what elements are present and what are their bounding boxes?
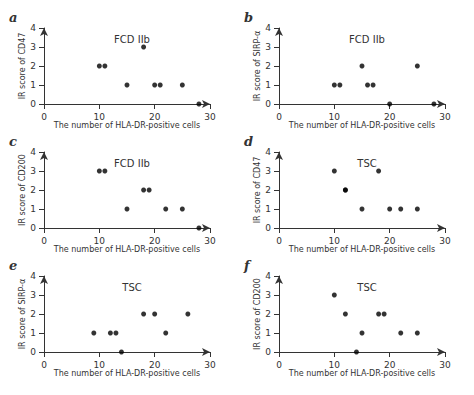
svg-text:3: 3 <box>30 290 36 300</box>
svg-text:0: 0 <box>265 347 271 357</box>
svg-text:0: 0 <box>30 347 36 357</box>
svg-text:30: 30 <box>204 112 216 122</box>
svg-text:The number of HLA-DR-positive: The number of HLA-DR-positive cells <box>53 245 200 254</box>
svg-text:10: 10 <box>94 112 106 122</box>
svg-text:0: 0 <box>41 112 47 122</box>
svg-text:0: 0 <box>276 236 282 246</box>
svg-text:3: 3 <box>265 166 271 176</box>
svg-text:20: 20 <box>384 360 396 370</box>
svg-text:2: 2 <box>265 309 271 319</box>
svg-text:d: d <box>244 134 253 149</box>
svg-text:10: 10 <box>329 236 341 246</box>
svg-text:The number of HLA-DR-positive: The number of HLA-DR-positive cells <box>53 369 200 378</box>
svg-text:30: 30 <box>204 236 216 246</box>
svg-text:30: 30 <box>439 360 451 370</box>
svg-text:TSC: TSC <box>121 282 141 293</box>
svg-text:IR score of CD200: IR score of CD200 <box>18 154 27 226</box>
svg-text:FCD IIb: FCD IIb <box>114 158 150 169</box>
svg-text:3: 3 <box>265 290 271 300</box>
svg-text:2: 2 <box>30 309 36 319</box>
svg-text:20: 20 <box>149 360 161 370</box>
svg-text:2: 2 <box>30 61 36 71</box>
svg-text:The number of HLA-DR-positive: The number of HLA-DR-positive cells <box>288 369 435 378</box>
svg-text:30: 30 <box>439 112 451 122</box>
svg-text:2: 2 <box>265 185 271 195</box>
svg-text:IR score of SIRP-α: IR score of SIRP-α <box>18 279 27 350</box>
svg-text:f: f <box>243 258 252 273</box>
svg-text:IR score of SIRP-α: IR score of SIRP-α <box>253 31 262 102</box>
svg-text:e: e <box>9 258 17 273</box>
svg-text:1: 1 <box>30 204 36 214</box>
svg-text:10: 10 <box>329 112 341 122</box>
svg-text:20: 20 <box>149 236 161 246</box>
svg-text:20: 20 <box>384 112 396 122</box>
svg-text:1: 1 <box>30 328 36 338</box>
svg-text:1: 1 <box>30 80 36 90</box>
svg-text:4: 4 <box>265 23 271 33</box>
svg-text:30: 30 <box>204 360 216 370</box>
svg-text:a: a <box>9 10 17 25</box>
svg-text:10: 10 <box>94 360 106 370</box>
svg-text:IR score of CD200: IR score of CD200 <box>253 278 262 350</box>
svg-text:20: 20 <box>149 112 161 122</box>
svg-text:4: 4 <box>265 147 271 157</box>
svg-text:TSC: TSC <box>356 282 376 293</box>
svg-text:2: 2 <box>30 185 36 195</box>
svg-text:4: 4 <box>30 147 36 157</box>
svg-text:0: 0 <box>30 223 36 233</box>
svg-text:0: 0 <box>276 112 282 122</box>
svg-text:The number of HLA-DR-positive: The number of HLA-DR-positive cells <box>288 121 435 130</box>
svg-text:TSC: TSC <box>356 158 376 169</box>
svg-text:0: 0 <box>265 99 271 109</box>
svg-text:b: b <box>244 10 253 25</box>
svg-text:0: 0 <box>30 99 36 109</box>
svg-text:3: 3 <box>30 166 36 176</box>
svg-text:4: 4 <box>30 271 36 281</box>
svg-text:0: 0 <box>41 360 47 370</box>
svg-text:1: 1 <box>265 80 271 90</box>
svg-text:3: 3 <box>265 42 271 52</box>
svg-text:0: 0 <box>41 236 47 246</box>
svg-text:FCD IIb: FCD IIb <box>114 34 150 45</box>
svg-text:30: 30 <box>439 236 451 246</box>
svg-text:IR score of CD47: IR score of CD47 <box>253 157 262 224</box>
svg-text:IR score of CD47: IR score of CD47 <box>18 33 27 100</box>
svg-text:4: 4 <box>30 23 36 33</box>
svg-text:20: 20 <box>384 236 396 246</box>
svg-text:0: 0 <box>276 360 282 370</box>
svg-text:4: 4 <box>265 271 271 281</box>
svg-text:2: 2 <box>265 61 271 71</box>
svg-text:c: c <box>9 134 17 149</box>
svg-text:3: 3 <box>30 42 36 52</box>
svg-text:1: 1 <box>265 204 271 214</box>
svg-text:0: 0 <box>265 223 271 233</box>
svg-text:1: 1 <box>265 328 271 338</box>
svg-text:The number of HLA-DR-positive: The number of HLA-DR-positive cells <box>53 121 200 130</box>
svg-text:The number of HLA-DR-positive: The number of HLA-DR-positive cells <box>288 245 435 254</box>
svg-text:10: 10 <box>329 360 341 370</box>
svg-text:FCD IIb: FCD IIb <box>349 34 385 45</box>
svg-text:10: 10 <box>94 236 106 246</box>
